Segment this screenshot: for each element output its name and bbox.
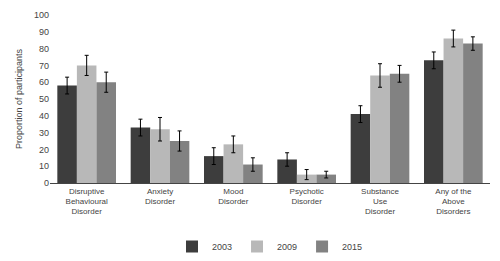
svg-text:50: 50: [39, 94, 49, 104]
svg-text:2015: 2015: [342, 242, 362, 252]
svg-text:100: 100: [34, 10, 49, 20]
svg-text:70: 70: [39, 61, 49, 71]
svg-text:10: 10: [39, 161, 49, 171]
svg-text:20: 20: [39, 145, 49, 155]
svg-text:0: 0: [44, 178, 49, 188]
svg-text:2003: 2003: [212, 242, 232, 252]
svg-text:Any of theAboveDisorders: Any of theAboveDisorders: [435, 187, 472, 217]
svg-text:Proportion of participants: Proportion of participants: [14, 48, 24, 149]
svg-text:2009: 2009: [277, 242, 297, 252]
svg-text:60: 60: [39, 77, 49, 87]
svg-text:80: 80: [39, 44, 49, 54]
svg-text:AnxietyDisorder: AnxietyDisorder: [145, 187, 176, 206]
svg-text:PsychoticDisorder: PsychoticDisorder: [290, 187, 324, 206]
svg-text:MoodDisorder: MoodDisorder: [218, 187, 249, 206]
svg-text:30: 30: [39, 128, 49, 138]
svg-text:DisruptiveBehaviouralDisorder: DisruptiveBehaviouralDisorder: [66, 187, 108, 217]
svg-text:SubstanceUseDisorder: SubstanceUseDisorder: [361, 187, 399, 217]
svg-text:90: 90: [39, 27, 49, 37]
svg-text:40: 40: [39, 111, 49, 121]
